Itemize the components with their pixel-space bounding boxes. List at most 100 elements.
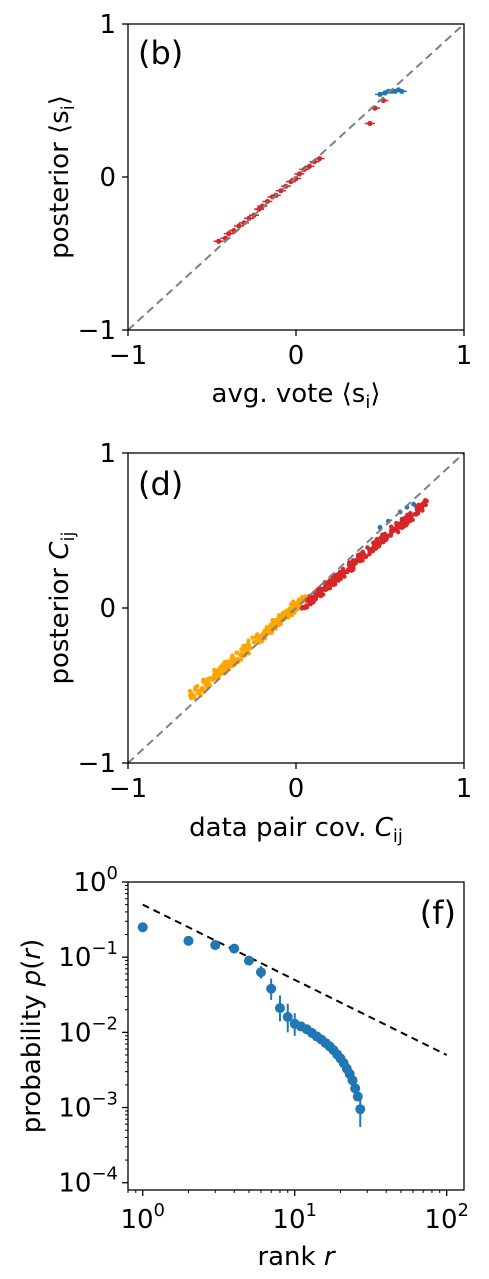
panel-d-point-red: [408, 515, 413, 520]
panel-d-point-red: [367, 547, 372, 552]
panel-f-point: [352, 1091, 363, 1102]
panel-d-point-orange: [246, 638, 251, 643]
panel-d-point-red: [389, 524, 394, 529]
panel-b-diagonal-line: [127, 23, 465, 331]
panel-d-point-orange: [187, 689, 193, 694]
panel-f-ytick-label: 10−2: [58, 1013, 118, 1048]
panel-d-point-red: [386, 533, 391, 538]
panel-d-point-red: [346, 562, 352, 568]
panel-d-xtick-label: 0: [288, 774, 305, 804]
panel-f-label: (f): [420, 894, 456, 932]
panel-f-point: [243, 955, 254, 966]
panel-d-point-red: [327, 578, 332, 583]
panel-f-ytick-label: 10−1: [58, 938, 118, 973]
panel-d-point-orange: [255, 633, 261, 638]
panel-b-point: [246, 215, 252, 221]
panel-f-point: [274, 1003, 285, 1014]
panel-d-point-red: [399, 516, 405, 522]
panel-f-point: [183, 935, 194, 946]
panel-d-point-orange: [261, 632, 266, 637]
panel-d-point-red: [357, 558, 363, 564]
panel-f-ytick-label: 100: [73, 863, 118, 898]
panel-d-ylabel: posterior Cij: [45, 531, 79, 684]
panel-d-point-orange: [268, 623, 273, 629]
panel-d-point-orange: [187, 693, 193, 698]
panel-d-point-orange: [200, 686, 205, 691]
panel-b: 1 0 −1 −1 0 1 (b) avg. vote ⟨si⟩ posteri…: [45, 10, 472, 413]
panel-d-point-red: [389, 530, 394, 535]
panel-b-xlabel: avg. vote ⟨si⟩: [212, 379, 381, 413]
panel-f-xtick-label: 100: [120, 1200, 165, 1235]
panel-f-y-ticks: 100 10−1 10−2 10−3 10−4: [58, 863, 128, 1199]
panel-d-point-red: [313, 595, 318, 600]
panel-d-point-orange: [278, 621, 284, 627]
panel-b-point: [226, 231, 232, 237]
panel-b-points: [213, 87, 407, 244]
panel-b-point: [399, 88, 405, 94]
panel-d-point-orange: [229, 655, 234, 661]
panel-d-xtick-label: 1: [456, 774, 473, 804]
panel-f-axes-frame: [127, 881, 465, 1191]
panel-f-point: [355, 1104, 366, 1115]
panel-d-point-red: [323, 586, 328, 592]
panel-f-xtick-label: 102: [424, 1200, 469, 1235]
panel-d-point-red: [319, 591, 325, 597]
panel-d-point-orange: [214, 674, 220, 680]
panel-d-point-red: [356, 554, 361, 559]
panel-b-point: [367, 120, 373, 127]
panel-d-point-red: [396, 529, 401, 535]
panel-f-point: [210, 940, 221, 951]
panel-d-point-orange: [287, 606, 292, 612]
panel-f-point: [282, 1012, 293, 1023]
panel-f-x-ticks: 100 101 102: [120, 1190, 469, 1235]
panel-f-xlabel: rank r: [257, 1242, 336, 1272]
panel-d-ytick-label: −1: [78, 749, 116, 779]
panel-d-y-ticks: 1 0 −1: [78, 439, 128, 779]
panel-d-point-red: [408, 511, 413, 516]
panel-d-point-red: [400, 522, 406, 528]
panel-b-ytick-label: 1: [99, 10, 116, 40]
panel-d: 1 0 −1 −1 0 1 (d) data pair cov. Cij pos…: [45, 439, 472, 847]
panel-d-point-orange: [300, 595, 305, 600]
panel-d-points: [187, 497, 429, 701]
panel-d-point-orange: [291, 601, 296, 607]
panel-d-point-orange: [196, 689, 202, 694]
panel-d-point-red: [317, 586, 323, 591]
panel-b-point: [296, 171, 302, 177]
panel-d-point-red: [300, 604, 305, 610]
panel-d-point-red: [415, 510, 421, 516]
panel-f: 100 10−1 10−2 10−3 10−4 100 101 102 (f) rank r…: [17, 863, 469, 1272]
panel-d-point-orange: [195, 683, 200, 689]
panel-d-point-orange: [277, 614, 282, 620]
panel-d-point-red: [323, 582, 328, 587]
panel-d-point-orange: [271, 619, 277, 624]
panel-b-point: [316, 156, 323, 162]
panel-f-marks: [137, 903, 448, 1128]
panel-f-point: [229, 943, 240, 954]
panel-d-point-red: [350, 561, 355, 567]
panel-b-point: [216, 238, 222, 244]
panel-d-point-orange: [295, 602, 300, 607]
panel-d-point-red: [350, 558, 356, 563]
panel-d-point-orange: [238, 653, 243, 658]
panel-f-ytick-label: 10−3: [58, 1089, 118, 1124]
panel-d-point-red: [339, 573, 345, 579]
panel-d-point-orange: [264, 626, 270, 631]
panel-d-point-orange: [224, 660, 229, 665]
panel-d-point-red: [331, 577, 337, 582]
panel-d-point-orange: [213, 668, 218, 674]
panel-d-point-orange: [242, 645, 247, 651]
panel-b-ylabel: posterior ⟨si⟩: [45, 95, 79, 259]
panel-d-xlabel: data pair cov. Cij: [189, 813, 403, 847]
panel-d-point-red: [380, 534, 385, 540]
panel-b-x-ticks: −1 0 1: [109, 330, 472, 371]
panel-d-point-red: [394, 522, 399, 528]
panel-d-point-red: [378, 540, 383, 546]
panel-d-point-orange: [234, 650, 239, 655]
panel-d-ytick-label: 1: [99, 439, 116, 469]
panel-d-point-orange: [254, 637, 260, 642]
panel-f-ytick-label: 10−4: [58, 1164, 118, 1199]
panel-d-point-orange: [224, 663, 230, 669]
panel-b-point: [236, 223, 242, 229]
